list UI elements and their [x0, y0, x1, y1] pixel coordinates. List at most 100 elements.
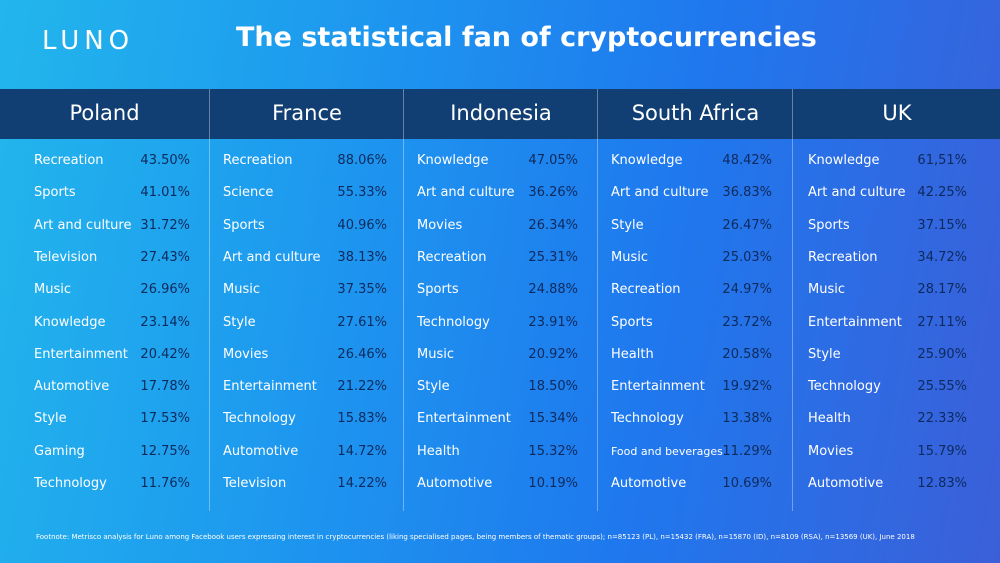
category-label: Health: [417, 443, 460, 459]
category-label: Style: [611, 217, 644, 233]
table-row: Art and culture 31.72%: [34, 216, 209, 236]
category-label: Music: [808, 282, 845, 298]
category-label: Knowledge: [34, 314, 106, 330]
percent-value: 23.91%: [528, 314, 578, 330]
category-label: Technology: [611, 411, 684, 427]
column-uk: UK Knowledge 61,51% Art and culture 42.25% Sp…: [792, 89, 1000, 511]
table-row: Style 25.90%: [808, 345, 1000, 365]
table-row: Knowledge 61,51%: [808, 151, 1000, 171]
table-row: Food and beverages 11.29%: [611, 442, 793, 462]
table-row: Music 25.03%: [611, 248, 793, 268]
category-label: Television: [34, 249, 98, 265]
table-row: Movies 26.46%: [223, 345, 404, 365]
category-label: Health: [611, 346, 654, 362]
category-label: Automotive: [611, 476, 687, 491]
table-row: Television 14.22%: [223, 474, 404, 494]
column-header: Indonesia: [450, 101, 552, 125]
percent-value: 21.22%: [337, 379, 387, 395]
column-header: Poland: [69, 101, 140, 125]
percent-value: 42.25%: [917, 185, 967, 201]
percent-value: 10.19%: [528, 476, 578, 491]
category-label: Style: [34, 411, 67, 427]
table-row: Gaming 12.75%: [34, 442, 209, 462]
category-label: Recreation: [611, 282, 681, 298]
category-label: Technology: [808, 379, 881, 395]
percent-value: 11.76%: [140, 476, 190, 491]
percent-value: 26.96%: [140, 282, 190, 298]
category-label: Movies: [808, 443, 854, 459]
table-row: Sports 23.72%: [611, 313, 793, 333]
column-header: France: [272, 101, 342, 125]
category-label: Recreation: [223, 153, 293, 168]
column-poland: Poland Recreation 43.50% Sports 41.01% Art an…: [0, 89, 209, 511]
category-label: Entertainment: [611, 379, 705, 395]
table-row: Art and culture 38.13%: [223, 248, 404, 268]
percent-value: 23.14%: [140, 314, 190, 330]
category-label: Entertainment: [223, 379, 317, 395]
category-label: Entertainment: [808, 314, 902, 330]
percent-value: 47.05%: [528, 153, 578, 168]
table-row: Automotive 10.69%: [611, 474, 793, 494]
column-indonesia: Indonesia Knowledge 47.05% Art and culture 3…: [403, 89, 598, 511]
percent-value: 24.97%: [722, 282, 772, 298]
table-row: Recreation 24.97%: [611, 280, 793, 300]
percent-value: 15.79%: [917, 443, 967, 459]
table-row: Entertainment 20.42%: [34, 345, 209, 365]
table-row: Health 22.33%: [808, 409, 1000, 429]
table-row: Automotive 14.72%: [223, 442, 404, 462]
header-band: [0, 89, 1000, 139]
table-row: Music 26.96%: [34, 280, 209, 300]
percent-value: 11.29%: [722, 443, 772, 459]
percent-value: 20.42%: [140, 346, 190, 362]
table-row: Movies 15.79%: [808, 442, 1000, 462]
category-label: Art and culture: [223, 249, 321, 265]
table-row: Recreation 34.72%: [808, 248, 1000, 268]
percent-value: 31.72%: [140, 217, 190, 233]
percent-value: 12.75%: [140, 443, 190, 459]
category-label: Automotive: [808, 476, 884, 491]
percent-value: 15.34%: [528, 411, 578, 427]
table-row: Health 15.32%: [417, 442, 598, 462]
table-row: Technology 13.38%: [611, 409, 793, 429]
percent-value: 27.61%: [337, 314, 387, 330]
percent-value: 22.33%: [917, 411, 967, 427]
category-label: Sports: [34, 185, 76, 201]
table-row: Entertainment 19.92%: [611, 377, 793, 397]
category-label: Automotive: [417, 476, 493, 491]
percent-value: 41.01%: [140, 185, 190, 201]
table-row: Art and culture 42.25%: [808, 183, 1000, 203]
percent-value: 18.50%: [528, 379, 578, 395]
table-row: Entertainment 27.11%: [808, 313, 1000, 333]
table-row: Recreation 43.50%: [34, 151, 209, 171]
category-label: Style: [808, 346, 841, 362]
category-label: Entertainment: [34, 346, 128, 362]
table-row: Style 17.53%: [34, 409, 209, 429]
percent-value: 55.33%: [337, 185, 387, 201]
table-row: Sports 40.96%: [223, 216, 404, 236]
percent-value: 25.90%: [917, 346, 967, 362]
table-row: Sports 41.01%: [34, 183, 209, 203]
table-row: Technology 23.91%: [417, 313, 598, 333]
table-row: Automotive 12.83%: [808, 474, 1000, 494]
table-row: Automotive 10.19%: [417, 474, 598, 494]
table-row: Music 37.35%: [223, 280, 404, 300]
percent-value: 10.69%: [722, 476, 772, 491]
category-label: Technology: [223, 411, 296, 427]
category-label: Recreation: [808, 249, 878, 265]
table-row: Style 18.50%: [417, 377, 598, 397]
category-label: Gaming: [34, 443, 85, 459]
category-label: Movies: [417, 217, 463, 233]
percent-value: 20.58%: [722, 346, 772, 362]
percent-value: 61,51%: [917, 153, 967, 168]
category-label: Sports: [417, 282, 459, 298]
category-label: Music: [223, 282, 260, 298]
percent-value: 88.06%: [337, 153, 387, 168]
percent-value: 34.72%: [917, 249, 967, 265]
table-row: Recreation 25.31%: [417, 248, 598, 268]
table-row: Movies 26.34%: [417, 216, 598, 236]
category-label: Style: [223, 314, 256, 330]
table-row: Automotive 17.78%: [34, 377, 209, 397]
category-label: Knowledge: [417, 153, 489, 168]
category-label: Movies: [223, 346, 269, 362]
percent-value: 36.83%: [722, 185, 772, 201]
